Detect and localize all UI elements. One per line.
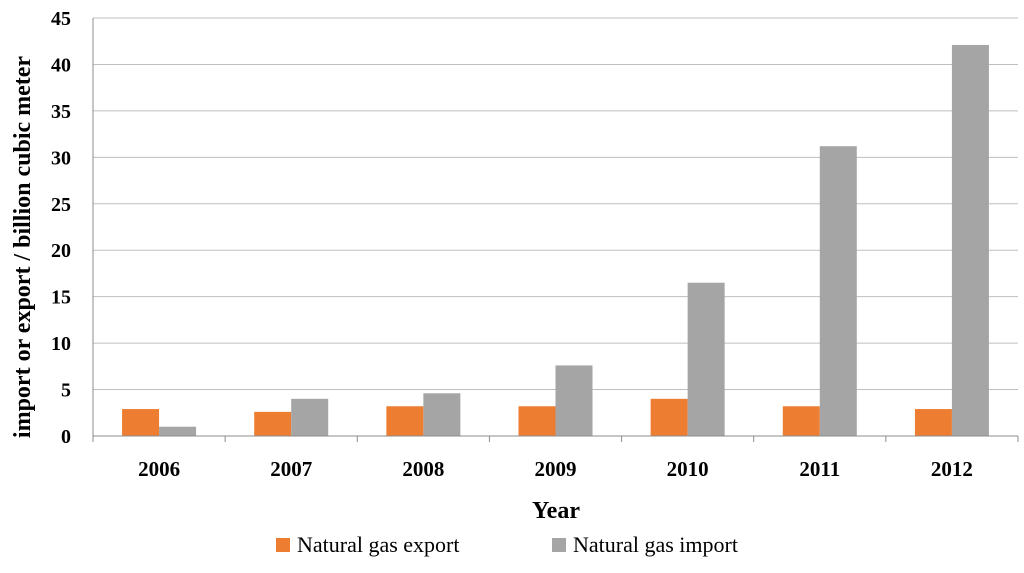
- y-tick-label: 45: [51, 8, 71, 30]
- gridlines: [93, 17, 1018, 391]
- legend-label-import: Natural gas import: [573, 532, 738, 557]
- x-tick-label: 2009: [535, 457, 577, 481]
- bar-export-2011: [782, 406, 820, 436]
- y-tick-label: 15: [51, 287, 71, 309]
- y-tick-label: 5: [61, 380, 71, 402]
- bar-export-2008: [386, 406, 424, 436]
- bar-export-2012: [914, 409, 952, 436]
- x-tick-label: 2006: [138, 457, 180, 481]
- legend-label-export: Natural gas export: [297, 532, 460, 557]
- y-axis-title: import or export / billion cubic meter: [10, 56, 36, 439]
- y-tick-label: 10: [51, 333, 71, 355]
- bar-export-2007: [254, 411, 292, 436]
- y-tick-label: 40: [51, 54, 71, 76]
- x-axis: 2006 2007 2008 2009 2010 2011 2012: [92, 435, 1019, 481]
- bar-export-2009: [518, 406, 556, 436]
- legend: Natural gas export Natural gas import: [276, 532, 738, 557]
- legend-swatch-import: [552, 538, 566, 552]
- bar-import-2009: [555, 365, 593, 436]
- bar-export-2006: [122, 409, 160, 436]
- bar-import-2008: [423, 393, 461, 436]
- y-tick-label: 35: [51, 101, 71, 123]
- y-tick-label: 25: [51, 194, 71, 216]
- bar-export-2010: [650, 398, 688, 436]
- y-tick-label: 20: [51, 240, 71, 262]
- bar-import-2011: [819, 146, 857, 437]
- x-tick-label: 2011: [799, 457, 840, 481]
- x-tick-label: 2008: [402, 457, 444, 481]
- x-tick-label: 2010: [667, 457, 709, 481]
- legend-swatch-export: [276, 538, 290, 552]
- bar-import-2006: [159, 426, 197, 436]
- bars: [122, 44, 989, 437]
- x-tick-label: 2007: [270, 457, 312, 481]
- bar-import-2012: [951, 44, 989, 437]
- bar-import-2010: [687, 282, 725, 436]
- y-axis: 0 5 10 15 20 25 30 35 40 45: [51, 8, 94, 448]
- bar-import-2007: [291, 398, 329, 436]
- x-axis-title: Year: [532, 498, 580, 524]
- x-tick-label: 2012: [931, 457, 973, 481]
- y-tick-label: 0: [61, 426, 71, 448]
- y-tick-label: 30: [51, 147, 71, 169]
